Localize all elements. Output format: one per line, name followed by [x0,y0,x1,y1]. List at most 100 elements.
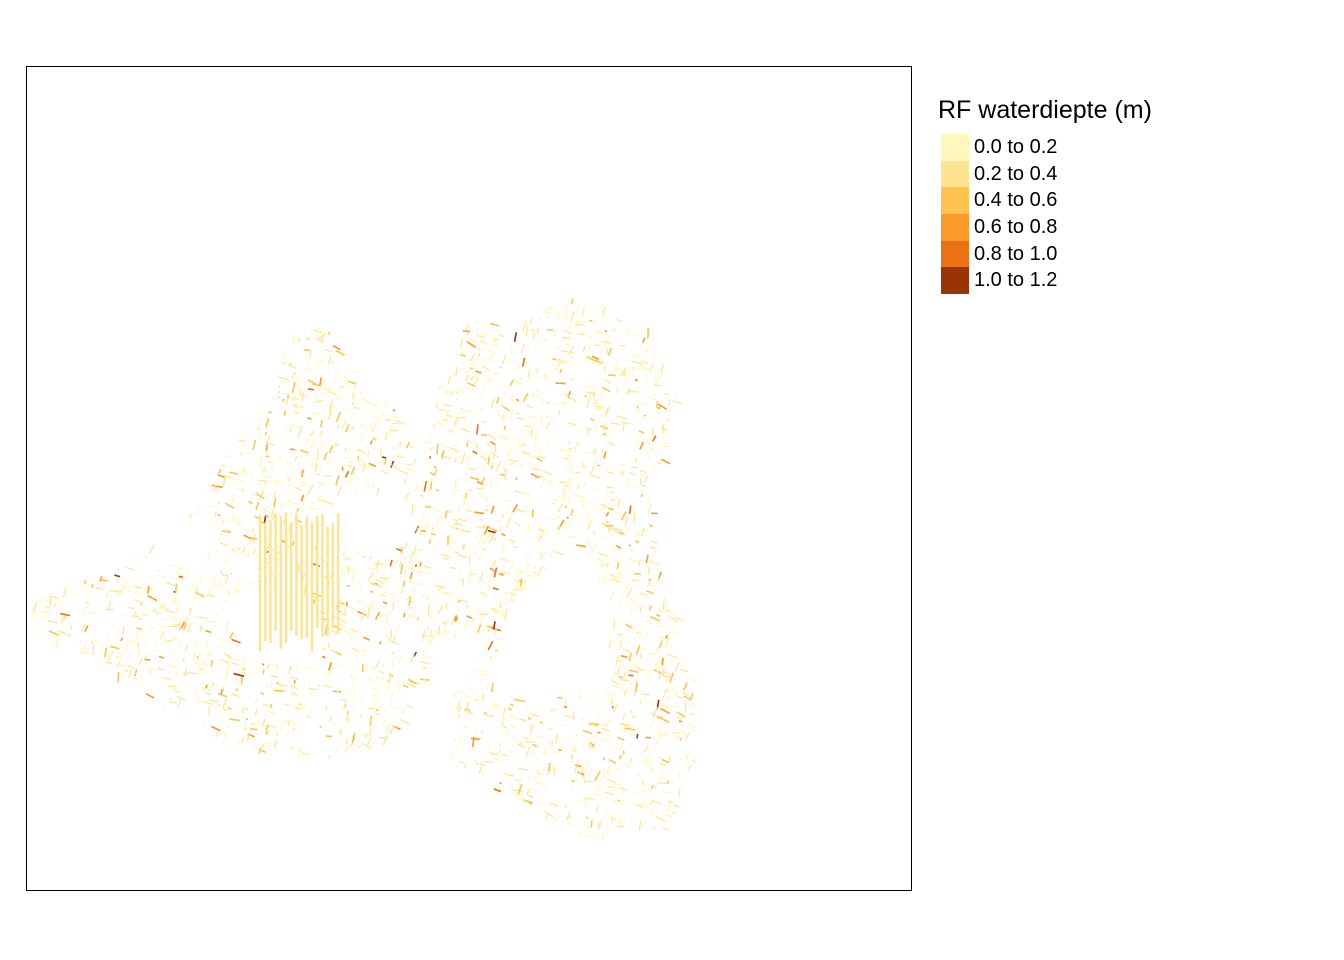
street-segment [637,409,640,412]
street-segment [163,637,167,647]
legend-swatch [941,267,969,295]
street-segment [500,543,506,546]
street-segment [499,781,502,785]
street-segment [467,463,470,467]
street-segment [452,520,460,525]
street-segment [228,475,235,479]
street-segment [503,716,507,719]
street-segment [451,592,455,598]
street-segment [503,499,512,503]
street-segment [179,619,183,622]
street-segment [683,673,690,677]
street-segment [539,721,543,724]
street-segment [156,655,159,659]
street-segment [531,780,543,785]
street-segment [593,507,604,512]
street-segment [59,614,62,619]
street-segment [301,391,305,403]
street-segment [524,587,528,590]
street-segment [334,747,339,759]
street-segment [265,730,269,735]
street-segment [545,421,551,430]
street-segment [135,632,139,639]
street-segment [476,624,482,634]
street-segment [184,668,187,676]
street-segment [335,349,346,356]
legend-item: 0.8 to 1.0 [938,240,1318,268]
street-segment [655,367,665,372]
street-segment [230,513,237,524]
street-segment [397,684,402,690]
street-segment [131,611,137,618]
street-segment [207,688,212,692]
street-segment [568,396,577,403]
street-segment [517,797,525,800]
street-segment [528,462,535,466]
street-segment [640,473,648,476]
street-segment [615,544,622,549]
street-segment [686,757,689,763]
street-segment [605,520,609,524]
street-segment [233,672,245,678]
street-segment [668,616,679,623]
street-segment [497,611,509,616]
street-segment [541,397,545,405]
street-segment [614,820,619,825]
street-segment [217,692,227,698]
street-segment [148,587,154,591]
street-segment [564,525,567,531]
street-segment [660,363,664,375]
street-segment [501,354,507,365]
map-panel[interactable] [26,66,912,891]
street-segment [197,616,209,620]
street-segment [345,715,348,722]
street-segment [504,747,514,754]
street-segment [273,741,277,749]
street-segment [250,723,255,726]
street-segment [639,469,647,474]
street-segment [345,738,348,745]
street-segment [437,605,443,616]
street-segment [351,425,354,430]
street-segment [421,630,426,642]
street-segment [528,725,532,730]
street-segment [271,509,274,518]
street-segment [217,532,223,542]
street-segment [201,723,207,727]
legend-item: 1.0 to 1.2 [938,267,1318,295]
street-segment [213,512,217,518]
street-segment [274,479,279,482]
street-segment [388,704,400,710]
street-segment [592,393,596,396]
street-segment [569,509,574,517]
street-segment [430,506,439,512]
street-segment [663,731,668,739]
street-segment [335,441,337,445]
street-segment [120,637,124,642]
street-segment [277,683,288,687]
street-segment [165,581,177,587]
street-segment [599,347,604,355]
street-segment [196,633,199,636]
street-segment [398,469,410,475]
street-segment [378,736,388,740]
street-segment [375,676,385,680]
street-segment [665,609,670,612]
street-segment [168,625,178,628]
legend-items: 0.0 to 0.2 0.2 to 0.4 0.4 to 0.6 0.6 to … [938,134,1318,295]
street-segment [343,700,347,711]
street-segment [601,310,604,314]
street-segment [605,561,610,568]
street-segment [368,402,377,408]
street-segment [507,361,513,364]
street-segment [645,630,648,638]
street-segment [408,565,416,570]
street-segment [264,475,275,479]
street-segment [313,457,320,460]
street-segment [370,715,376,719]
street-segment [81,592,87,598]
street-segment [478,348,481,351]
street-segment [651,562,659,566]
street-segment [204,640,209,648]
street-segment [232,551,240,555]
